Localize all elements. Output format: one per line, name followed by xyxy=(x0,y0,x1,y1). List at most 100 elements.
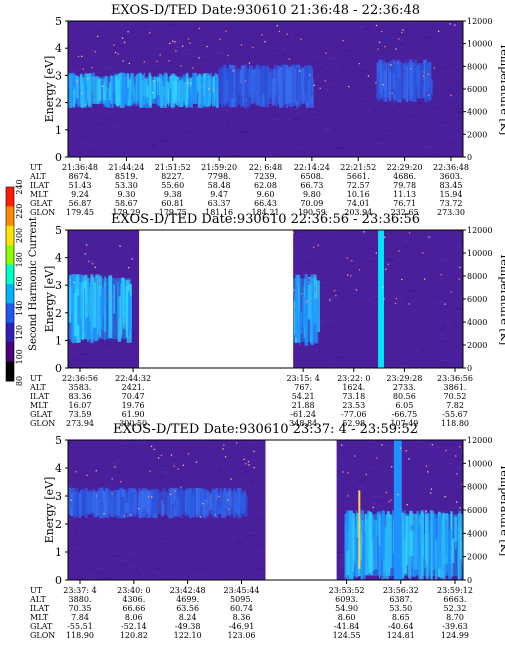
feature-cell xyxy=(230,494,233,510)
scatter-dot xyxy=(398,38,400,40)
feature-cell xyxy=(81,90,86,105)
texture-cell xyxy=(314,56,320,59)
feature-cell xyxy=(311,77,313,98)
colorbar-segment xyxy=(6,187,14,207)
texture-cell xyxy=(107,153,111,156)
ephemeris-cell: 179.45 xyxy=(66,208,94,217)
feature-cell xyxy=(207,490,209,517)
feature-cell xyxy=(312,78,314,108)
scatter-dot xyxy=(86,474,88,476)
texture-cell xyxy=(116,68,121,71)
feature-cell xyxy=(364,522,368,562)
ephemeris-cell: 53.30 xyxy=(115,181,138,190)
scatter-dot xyxy=(195,461,198,463)
spectral-feature-blob xyxy=(376,59,433,103)
texture-cell xyxy=(416,446,420,449)
texture-cell xyxy=(68,519,74,521)
texture-cell xyxy=(287,118,293,121)
texture-cell xyxy=(461,48,463,50)
texture-cell xyxy=(387,491,390,494)
feature-cell xyxy=(174,499,176,510)
scatter-dot xyxy=(381,444,383,446)
scatter-dot xyxy=(408,303,410,305)
texture-cell xyxy=(100,565,106,568)
texture-cell xyxy=(143,520,146,522)
ephemeris-row-label: ALT xyxy=(29,383,46,392)
texture-cell xyxy=(92,50,97,52)
ephemeris-cell: 9.24 xyxy=(71,190,89,199)
texture-cell xyxy=(437,121,446,123)
texture-cell xyxy=(417,151,422,154)
feature-cell xyxy=(96,78,100,105)
scatter-dot xyxy=(423,71,425,73)
scatter-dot xyxy=(88,260,90,263)
feature-cell xyxy=(121,278,124,326)
scatter-dot xyxy=(363,231,365,233)
texture-cell xyxy=(177,41,181,44)
texture-cell xyxy=(436,454,444,456)
texture-cell xyxy=(242,561,251,563)
ephemeris-cell: 124.81 xyxy=(387,631,415,640)
y-right-tick-label: 6000 xyxy=(467,295,487,304)
texture-cell xyxy=(181,22,190,24)
texture-cell xyxy=(78,516,84,518)
feature-cell xyxy=(259,65,264,103)
scatter-dot xyxy=(391,92,393,94)
texture-cell xyxy=(109,544,112,546)
feature-cell xyxy=(287,71,290,98)
ephemeris-cell: 9.47 xyxy=(210,190,228,199)
feature-cell xyxy=(144,96,149,108)
texture-cell xyxy=(357,486,362,488)
texture-cell xyxy=(160,465,167,467)
scatter-dot xyxy=(428,94,430,96)
texture-cell xyxy=(398,317,401,320)
texture-cell xyxy=(76,470,83,472)
texture-cell xyxy=(144,62,148,65)
scatter-dot xyxy=(390,499,392,501)
texture-cell xyxy=(153,469,162,471)
ephemeris-cell: 122.10 xyxy=(174,631,202,640)
ephemeris-cell: 3861. xyxy=(444,383,467,392)
scatter-dot xyxy=(461,483,463,485)
scatter-dot xyxy=(385,491,388,494)
scatter-dot xyxy=(300,38,302,40)
scatter-dot xyxy=(390,64,392,66)
texture-cell xyxy=(447,96,453,98)
y-axis-label: Energy [eV] xyxy=(43,266,56,333)
texture-cell xyxy=(461,108,463,110)
scatter-dot xyxy=(440,274,442,276)
texture-cell xyxy=(84,447,88,449)
texture-cell xyxy=(338,77,343,79)
y-tick-label: 5 xyxy=(55,224,62,237)
feature-cell xyxy=(129,500,133,517)
texture-cell xyxy=(413,40,419,43)
texture-cell xyxy=(92,351,96,354)
texture-cell xyxy=(396,32,402,35)
ephemeris-cell: 5661. xyxy=(347,172,370,181)
texture-cell xyxy=(187,561,191,563)
feature-cell xyxy=(186,78,189,98)
texture-cell xyxy=(324,88,329,91)
texture-cell xyxy=(180,53,189,55)
feature-cell xyxy=(262,93,266,108)
texture-cell xyxy=(383,274,387,277)
feature-cell xyxy=(136,499,141,512)
scatter-dot xyxy=(399,447,402,449)
texture-cell xyxy=(260,28,265,31)
texture-cell xyxy=(298,234,306,236)
spectrogram-plot-area xyxy=(68,440,463,580)
texture-cell xyxy=(249,472,252,474)
texture-cell xyxy=(215,529,219,531)
ephemeris-cell: -77.06 xyxy=(341,410,367,419)
scatter-dot xyxy=(192,67,194,69)
scatter-dot xyxy=(153,448,155,451)
texture-cell xyxy=(455,245,462,247)
texture-cell xyxy=(249,505,254,508)
scatter-dot xyxy=(450,94,452,96)
feature-cell xyxy=(214,499,218,514)
feature-cell xyxy=(378,59,382,94)
feature-cell xyxy=(299,65,302,107)
feature-cell xyxy=(173,75,177,100)
texture-cell xyxy=(337,324,341,327)
scatter-dot xyxy=(325,52,327,54)
